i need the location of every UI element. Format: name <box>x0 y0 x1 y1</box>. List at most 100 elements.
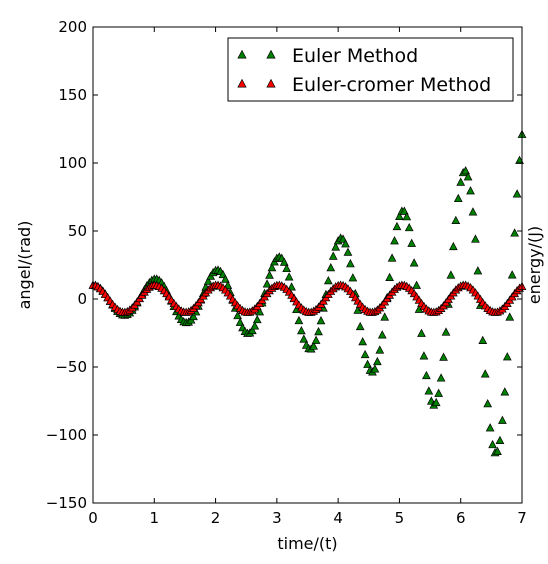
data-point <box>252 314 262 324</box>
data-point <box>331 242 341 251</box>
data-point <box>346 259 355 268</box>
x-tick-label: 4 <box>333 509 343 527</box>
data-point <box>299 334 309 343</box>
data-point <box>495 435 505 445</box>
data-point <box>297 325 306 335</box>
data-point <box>419 351 429 360</box>
data-point <box>203 276 213 285</box>
data-point <box>456 177 466 186</box>
y-tick-label: −150 <box>46 494 87 512</box>
series-1 <box>88 129 527 457</box>
legend-marker <box>237 78 247 88</box>
data-point <box>502 352 512 361</box>
data-point <box>471 234 480 243</box>
data-point <box>446 270 456 279</box>
data-point <box>392 221 402 231</box>
data-point <box>360 349 370 359</box>
data-point <box>385 272 394 281</box>
data-point <box>355 321 365 331</box>
data-point <box>417 328 426 337</box>
data-point <box>480 369 490 378</box>
x-tick-label: 2 <box>211 509 221 527</box>
data-point <box>316 316 326 325</box>
data-point <box>431 397 441 407</box>
data-point <box>189 311 198 321</box>
data-point <box>380 312 390 321</box>
y-axis-label-right: energy/(J) <box>525 226 544 304</box>
data-point <box>341 239 350 248</box>
legend: Euler Method Euler-cromer Method <box>227 37 514 102</box>
data-point <box>441 327 451 336</box>
data-point <box>399 206 409 215</box>
data-point <box>375 345 385 354</box>
x-tick-label: 6 <box>456 509 466 527</box>
data-point <box>247 325 257 335</box>
data-point <box>505 312 515 321</box>
data-point <box>311 335 321 344</box>
data-point <box>358 337 368 346</box>
data-point <box>377 330 387 339</box>
x-tick-label: 0 <box>88 509 98 527</box>
data-point <box>412 280 421 289</box>
data-point <box>500 387 510 396</box>
data-point <box>510 228 520 237</box>
data-point <box>348 273 358 282</box>
data-point <box>363 359 372 368</box>
data-point <box>390 236 399 245</box>
data-point <box>387 253 397 262</box>
data-point <box>235 317 245 326</box>
y-tick-label: 0 <box>77 290 87 308</box>
data-point <box>314 326 323 336</box>
data-point <box>439 352 448 361</box>
x-tick-label: 3 <box>272 509 282 527</box>
data-point <box>373 356 382 366</box>
y-tick-label: −50 <box>55 358 87 376</box>
data-point <box>294 315 304 325</box>
data-point <box>424 386 434 395</box>
data-point <box>402 212 412 221</box>
plot-frame <box>92 26 523 504</box>
y-tick-label: −100 <box>46 426 87 444</box>
data-point <box>493 446 502 455</box>
data-point <box>407 238 417 247</box>
data-point <box>323 275 333 285</box>
legend-marker <box>266 49 276 59</box>
data-point <box>468 207 478 216</box>
data-point <box>453 193 463 203</box>
legend-label: Euler Method <box>292 45 418 67</box>
data-point <box>448 241 458 251</box>
data-point <box>485 423 495 432</box>
data-point <box>267 263 277 272</box>
x-tick-label: 5 <box>395 509 405 527</box>
data-point <box>287 282 296 291</box>
x-tick-label: 1 <box>150 509 160 527</box>
data-point <box>466 186 475 195</box>
y-axis-ticks: −150 −100 −50 0 50 100 150 200 <box>46 18 522 512</box>
y-tick-label: 100 <box>58 154 87 172</box>
series-2 <box>88 280 527 316</box>
data-point <box>284 272 294 281</box>
y-tick-label: 200 <box>58 18 87 36</box>
x-axis-ticks: 0 1 2 3 4 5 6 7 <box>88 27 527 527</box>
data-point <box>507 270 517 279</box>
data-point <box>233 310 242 320</box>
data-point <box>451 215 461 224</box>
data-point <box>478 335 488 344</box>
data-point <box>279 257 289 266</box>
legend-marker <box>266 78 276 88</box>
data-point <box>434 388 444 397</box>
data-point <box>461 166 470 175</box>
x-axis-label: time/(t) <box>277 534 337 553</box>
data-point <box>395 211 404 220</box>
y-tick-label: 50 <box>68 222 87 240</box>
legend-marker <box>237 49 247 59</box>
plot-marks <box>88 129 527 457</box>
y-tick-label: 150 <box>58 86 87 104</box>
data-point <box>265 270 274 279</box>
data-point <box>282 263 292 273</box>
data-point <box>436 373 446 382</box>
data-point <box>326 262 336 272</box>
data-point <box>262 279 272 288</box>
data-point <box>498 415 507 424</box>
